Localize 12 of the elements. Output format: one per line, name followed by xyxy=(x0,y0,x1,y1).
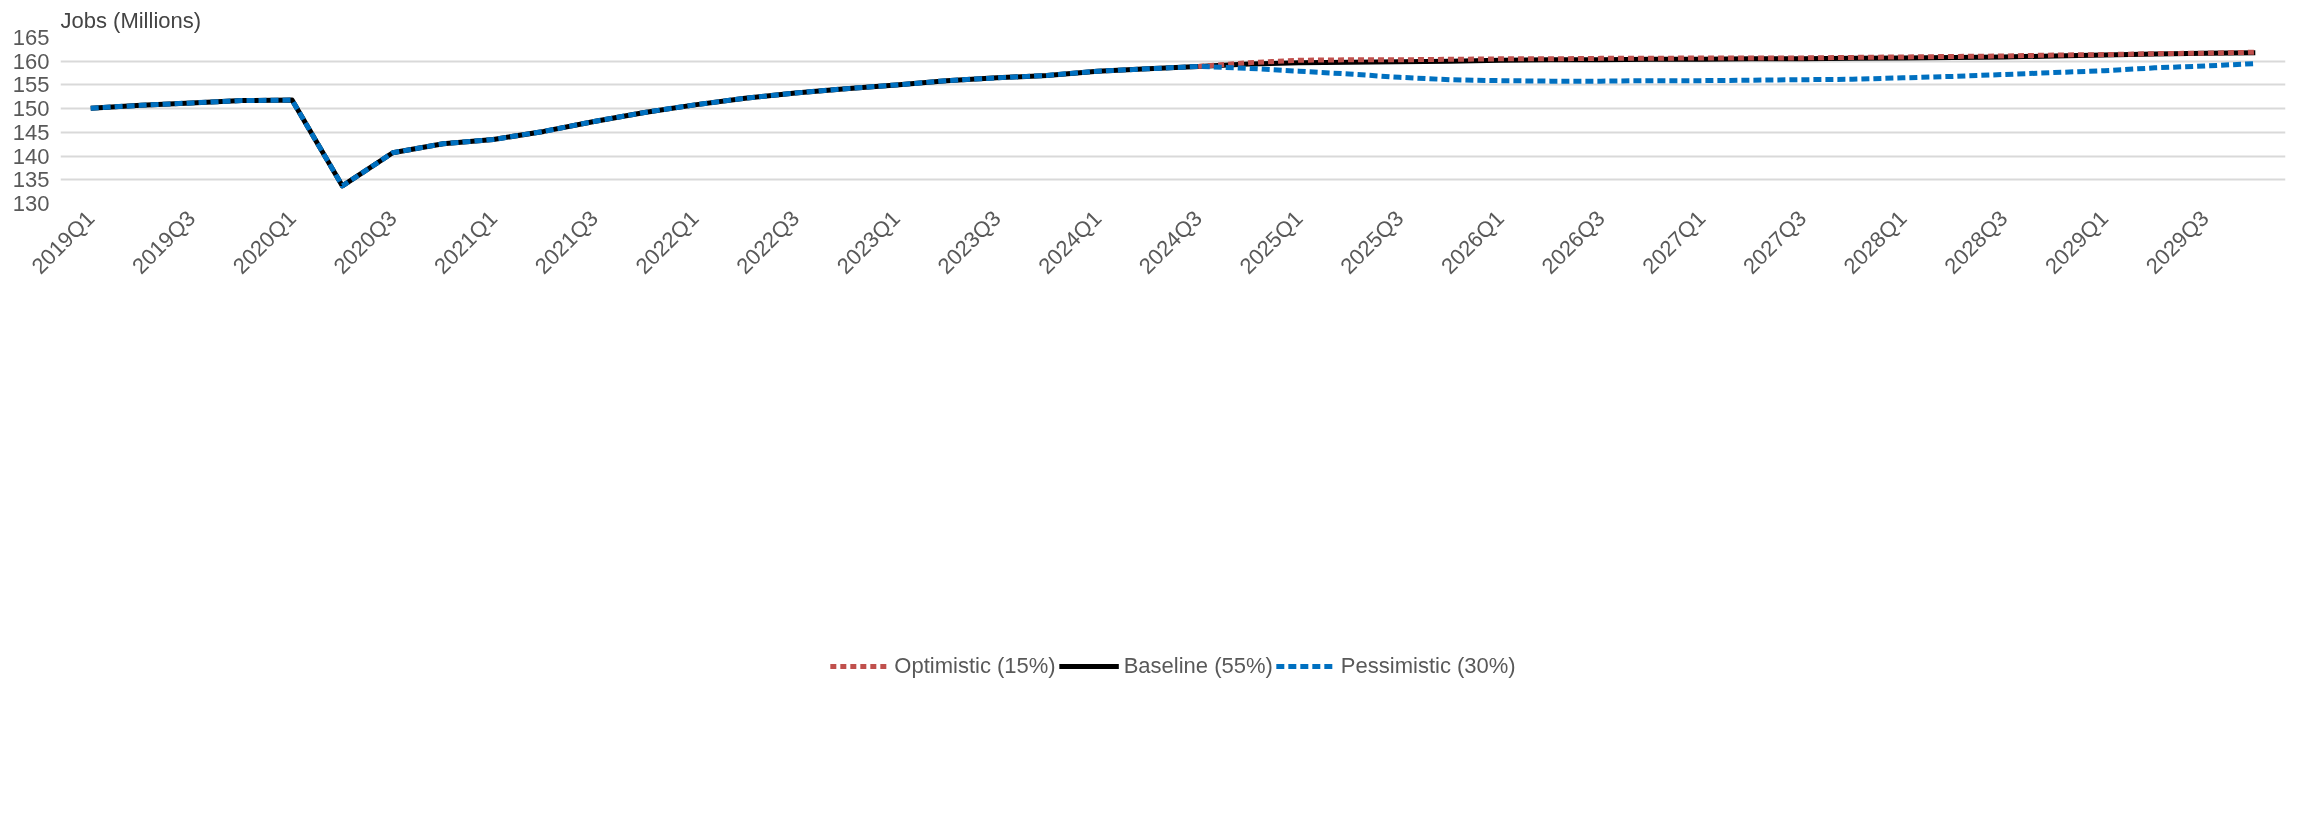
y-axis-title: Jobs (Millions) xyxy=(60,7,202,33)
y-tick-label: 135 xyxy=(12,167,50,193)
y-tick-label: 145 xyxy=(12,119,50,145)
y-tick-label: 155 xyxy=(12,72,50,98)
legend-label: Pessimistic (30%) xyxy=(1340,653,1516,679)
y-tick-label: 130 xyxy=(12,191,50,216)
legend-label: Optimistic (15%) xyxy=(894,653,1056,679)
legend-label: Baseline (55%) xyxy=(1123,653,1273,679)
y-tick-label: 160 xyxy=(12,48,50,74)
y-tick-label: 165 xyxy=(12,25,50,50)
y-tick-label: 150 xyxy=(12,96,50,122)
y-tick-label: 140 xyxy=(12,143,50,169)
